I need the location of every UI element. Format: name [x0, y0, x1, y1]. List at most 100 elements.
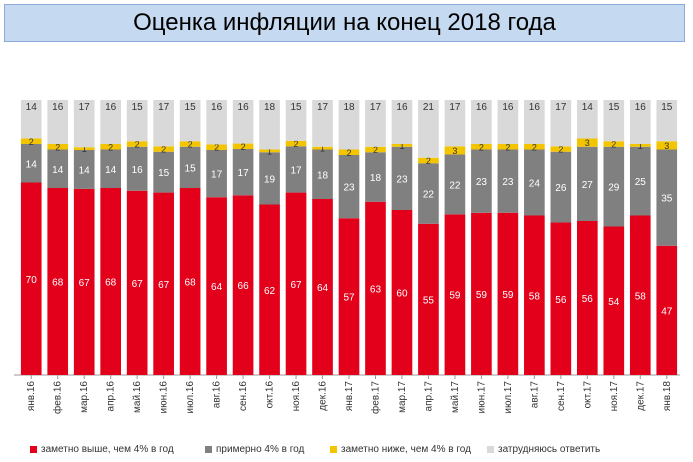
bar-segment-yellow: [444, 146, 466, 155]
bar-segment-yellow: [524, 144, 545, 150]
bar-segment-light: [656, 100, 678, 142]
legend-swatch-light: [487, 446, 494, 453]
bar-segment-red: [497, 212, 519, 375]
data-label-red: 66: [238, 281, 250, 292]
bar-segment-light: [126, 100, 148, 142]
bar-segment-gray: [20, 144, 42, 183]
data-label-light: 16: [211, 102, 223, 113]
data-label-red: 59: [476, 290, 488, 301]
data-label-yellow: 2: [479, 142, 484, 152]
bar-segment-red: [259, 204, 280, 375]
bar-segment-gray: [365, 152, 386, 202]
data-label-gray: 23: [502, 177, 514, 188]
bar-segment-light: [20, 100, 42, 139]
bar-segment-red: [603, 226, 625, 375]
data-label-yellow: 2: [532, 142, 537, 152]
x-tick-label: авг.16: [212, 381, 223, 409]
x-tick-label: дек.16: [318, 381, 329, 411]
bar-segment-light: [444, 100, 466, 147]
data-label-gray: 18: [317, 170, 329, 181]
data-label-gray: 14: [105, 165, 117, 176]
bar-segment-red: [285, 192, 307, 375]
bar-segment-light: [285, 100, 307, 141]
bar-segment-gray: [629, 146, 651, 216]
bar-segment-yellow: [338, 149, 360, 155]
bar-segment-yellow: [418, 157, 439, 164]
data-label-gray: 14: [79, 165, 91, 176]
data-label-light: 15: [132, 102, 144, 113]
bar-segment-gray: [73, 150, 95, 189]
legend-swatch-yellow: [330, 446, 337, 453]
bar-segment-red: [656, 245, 678, 375]
data-label-gray: 15: [185, 163, 197, 174]
bar-segment-gray: [656, 149, 678, 246]
bar-segment-gray: [603, 146, 625, 227]
bar-segment-red: [629, 215, 651, 375]
bar-segment-yellow: [126, 141, 148, 147]
x-tick-label: сен.16: [238, 381, 249, 411]
bar-segment-red: [444, 214, 466, 375]
bar-segment-yellow: [656, 141, 678, 150]
bar-segment-gray: [524, 149, 545, 216]
x-tick-label: май.17: [450, 381, 461, 413]
bar-segment-gray: [285, 146, 307, 193]
x-tick-label: май.16: [132, 381, 143, 413]
bar-segment-light: [153, 100, 174, 147]
bar-segment-light: [497, 100, 519, 144]
data-label-gray: 25: [635, 177, 647, 188]
bar-segment-light: [232, 100, 254, 144]
data-label-gray: 35: [661, 194, 673, 205]
data-label-red: 59: [502, 290, 514, 301]
x-tick-label: июл.16: [185, 381, 196, 414]
bar-segment-yellow: [206, 144, 227, 150]
bar-segment-light: [206, 100, 227, 145]
x-tick-label: ноя.16: [291, 381, 302, 412]
data-label-light: 16: [105, 102, 117, 113]
bar-segment-red: [418, 223, 439, 375]
bar-segment-gray: [153, 151, 174, 193]
data-label-gray: 14: [26, 159, 38, 170]
bar-segment-yellow: [259, 149, 280, 153]
bar-segment-gray: [100, 149, 122, 188]
bar-segment-red: [338, 218, 360, 375]
bar-segment-red: [20, 182, 42, 375]
data-label-gray: 23: [476, 177, 488, 188]
data-label-red: 67: [132, 279, 144, 290]
data-label-gray: 22: [423, 190, 435, 201]
data-label-light: 16: [635, 102, 647, 113]
data-label-gray: 24: [529, 179, 541, 190]
bar-segment-light: [629, 100, 651, 144]
data-label-red: 54: [608, 297, 620, 308]
data-label-light: 18: [343, 102, 355, 113]
data-label-red: 56: [555, 295, 567, 306]
data-label-light: 14: [582, 102, 594, 113]
data-label-yellow: 3: [664, 141, 669, 151]
data-label-yellow: 2: [135, 140, 140, 150]
legend-label-red: заметно выше, чем 4% в год: [41, 444, 174, 455]
data-label-yellow: 2: [373, 145, 378, 155]
x-tick-label: апр.16: [106, 381, 117, 412]
data-label-gray: 18: [370, 173, 382, 184]
x-tick-label: янв.16: [26, 381, 37, 412]
data-label-gray: 17: [290, 165, 302, 176]
data-label-red: 47: [661, 306, 673, 317]
data-label-light: 16: [529, 102, 541, 113]
data-label-red: 64: [317, 283, 329, 294]
bar-segment-gray: [471, 149, 492, 213]
bar-segment-light: [338, 100, 360, 150]
data-label-red: 58: [635, 291, 647, 302]
x-tick-label: июл.17: [503, 381, 514, 414]
x-tick-label: сен.17: [556, 381, 567, 411]
x-tick-label: окт.16: [265, 381, 276, 409]
data-label-yellow: 1: [399, 141, 404, 151]
x-tick-label: мар.17: [397, 381, 408, 413]
bar-segment-red: [391, 210, 413, 375]
bar-segment-light: [312, 100, 333, 147]
data-label-light: 17: [79, 102, 91, 113]
bar-segment-light: [259, 100, 280, 150]
data-label-light: 15: [290, 102, 302, 113]
data-label-gray: 26: [555, 183, 567, 194]
data-label-yellow: 1: [320, 144, 325, 154]
bar-segment-light: [550, 100, 572, 147]
bar-segment-red: [126, 190, 148, 375]
